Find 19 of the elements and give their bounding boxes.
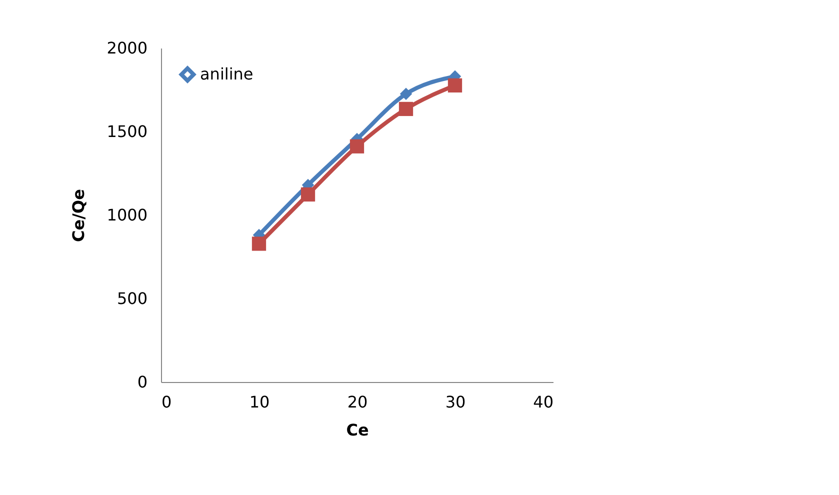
y-tick-label: 1500 — [106, 122, 148, 141]
point — [252, 236, 266, 251]
y-tick-label: 0 — [137, 372, 148, 392]
legend-label: aniline — [200, 64, 254, 84]
y-tick-label: 500 — [116, 289, 148, 308]
y-tick-label: 2000 — [106, 38, 148, 58]
point — [350, 139, 364, 154]
y-axis-title: Ce/Qe — [68, 188, 88, 242]
point — [448, 78, 462, 92]
x-tick-label: 10 — [249, 392, 270, 412]
x-axis-title: Ce — [346, 420, 369, 440]
x-tick-label: 0 — [162, 392, 172, 412]
x-tick-label: 20 — [347, 392, 368, 412]
y-tick-label: 1000 — [106, 206, 148, 224]
point — [300, 187, 316, 202]
x-tick-label: 30 — [445, 392, 466, 412]
x-tick-label: 40 — [533, 392, 554, 412]
point — [398, 102, 414, 116]
point — [400, 88, 412, 100]
